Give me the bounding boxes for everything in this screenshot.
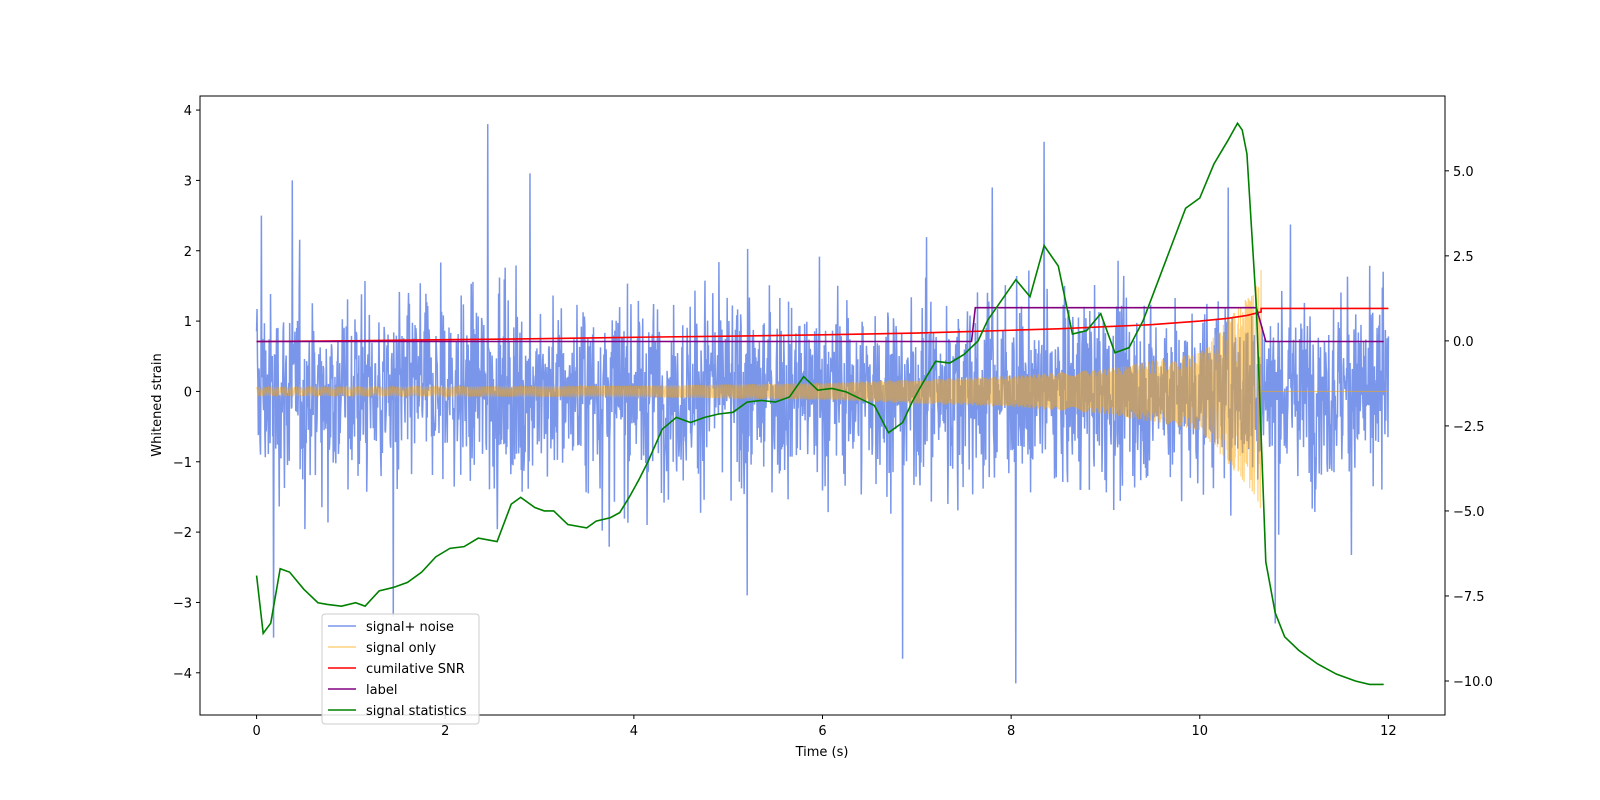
x-tick-label: 12 <box>1380 724 1397 739</box>
y-left-tick-label: −2 <box>173 526 192 541</box>
x-axis-label: Time (s) <box>795 745 849 760</box>
y-right-tick-label: 2.5 <box>1453 250 1474 265</box>
x-tick-label: 10 <box>1191 724 1208 739</box>
y-right-tick-label: −10.0 <box>1453 675 1493 690</box>
y-right-tick-label: −5.0 <box>1453 505 1485 520</box>
x-tick-label: 0 <box>252 724 260 739</box>
series-label-line <box>256 306 1384 343</box>
series-layer <box>255 121 1390 686</box>
y-right-tick-label: −7.5 <box>1453 590 1485 605</box>
y-left-tick-label: −1 <box>173 456 192 471</box>
y-axis-left: −4 −3 −2 −1 0 1 2 3 4 <box>173 104 200 682</box>
x-tick-label: 8 <box>1007 724 1015 739</box>
y-left-tick-label: −3 <box>173 596 192 611</box>
y-right-tick-label: 0.0 <box>1453 335 1474 350</box>
legend-label: signal only <box>366 641 436 656</box>
x-tick-label: 6 <box>818 724 826 739</box>
y-left-tick-label: 3 <box>184 174 192 189</box>
series-cumulative-snr-line <box>256 307 1389 343</box>
y-right-tick-label: −2.5 <box>1453 420 1485 435</box>
y-axis-left-label: Whitened strain <box>150 353 165 456</box>
legend-label: signal statistics <box>366 704 467 719</box>
x-tick-label: 4 <box>630 724 638 739</box>
series-signal-statistics-line <box>255 121 1384 686</box>
legend-label: label <box>366 683 397 698</box>
series-signal-only-line <box>256 270 1389 509</box>
y-left-tick-label: −4 <box>173 667 192 682</box>
legend-box <box>321 613 480 725</box>
legend-label: signal+ noise <box>366 620 454 635</box>
x-tick-label: 2 <box>441 724 449 739</box>
legend: signal+ noise signal only cumilative SNR la… <box>321 613 480 725</box>
y-left-tick-label: 2 <box>184 245 192 260</box>
y-left-tick-label: 0 <box>184 385 192 400</box>
y-right-tick-label: 5.0 <box>1453 165 1474 180</box>
x-axis: 0 2 4 6 8 10 12 <box>252 715 1397 739</box>
legend-label: cumilative SNR <box>366 662 465 677</box>
y-left-tick-label: 4 <box>184 104 192 119</box>
y-left-tick-label: 1 <box>184 315 192 330</box>
y-axis-right: −10.0 −7.5 −5.0 −2.5 0.0 2.5 5.0 <box>1445 165 1493 690</box>
